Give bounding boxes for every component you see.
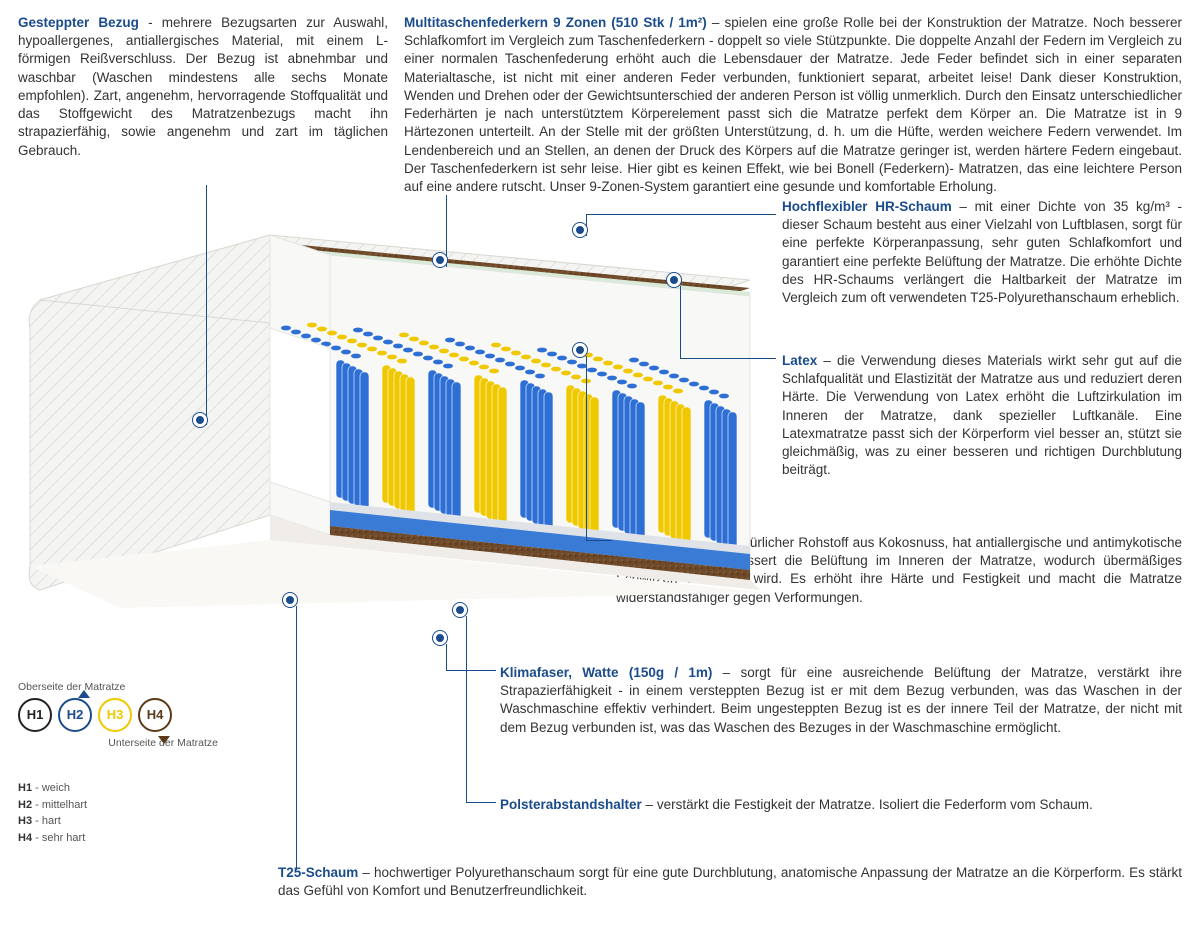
section-polster: Polsterabstandshalter – verstärkt die Fe…	[500, 796, 1182, 814]
klima-marker	[433, 631, 447, 645]
section-hrfoam: Hochflexibler HR-Schaum – mit einer Dich…	[782, 198, 1182, 307]
leader-klima-v	[446, 644, 447, 670]
latex-marker	[667, 273, 681, 287]
hardness-h3: H3	[98, 698, 132, 732]
hardness-list: H1 - weichH2 - mittelhartH3 - hartH4 - s…	[18, 780, 87, 846]
leader-cover	[206, 185, 207, 425]
section-springs: Multitaschenfederkern 9 Zonen (510 Stk /…	[404, 14, 1182, 196]
leader-klima-h	[446, 670, 496, 671]
kokos-marker	[573, 343, 587, 357]
section-latex: Latex – die Verwendung dieses Materials …	[782, 352, 1182, 480]
hardness-h4: H4	[138, 698, 172, 732]
leader-polster-v	[466, 616, 467, 802]
leader-hr-h	[586, 214, 776, 215]
springs-marker	[433, 253, 447, 267]
hardness-h1: H1	[18, 698, 52, 732]
t25-marker	[283, 593, 297, 607]
hardness-h2: H2	[58, 698, 92, 732]
leader-polster-h	[466, 802, 496, 803]
section-t25: T25-Schaum – hochwertiger Polyurethansch…	[278, 864, 1182, 900]
section-cover: Gesteppter Bezug - mehrere Bezugsarten z…	[18, 14, 388, 160]
leader-kokos-h	[586, 540, 612, 541]
hr-marker	[573, 223, 587, 237]
leader-kokos-v	[586, 356, 587, 541]
section-klima: Klimafaser, Watte (150g / 1m) – sorgt fü…	[500, 664, 1182, 737]
leader-latex-v	[680, 286, 681, 359]
hardness-legend: Oberseite der Matratze H1H2H3H4 Untersei…	[18, 680, 258, 750]
mattress-diagram	[20, 210, 770, 630]
leader-latex-h	[680, 358, 776, 359]
cover-marker	[193, 413, 207, 427]
polster-marker	[453, 603, 467, 617]
leader-t25-v	[296, 606, 297, 870]
